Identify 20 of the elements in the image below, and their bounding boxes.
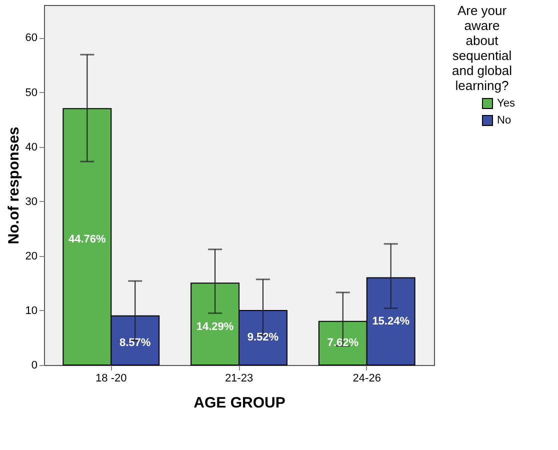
- y-tick-label: 10: [25, 304, 38, 317]
- legend-label: Yes: [497, 98, 516, 110]
- y-tick-label: 40: [25, 141, 38, 154]
- y-tick-label: 50: [25, 86, 38, 99]
- annotation: 9.52%: [247, 332, 279, 344]
- y-tick-label: 0: [31, 360, 38, 372]
- annotation: 8.57%: [120, 337, 151, 350]
- annotation: 15.24%: [372, 315, 410, 328]
- annotation: 14.29%: [196, 320, 234, 333]
- legend-title: Are your aware about sequential and global learning?: [452, 3, 512, 93]
- y-tick-label: 60: [25, 32, 38, 44]
- x-tick-label: 21-23: [224, 372, 254, 384]
- annotation: 44.76%: [68, 234, 106, 246]
- x-axis-title: AGE GROUP: [194, 394, 286, 412]
- y-tick-label: 20: [25, 250, 38, 262]
- y-tick-label: 30: [25, 196, 38, 208]
- x-tick-label: 24-26: [352, 372, 381, 384]
- x-tick-label: 18 -20: [96, 372, 127, 384]
- legend-label: No: [497, 114, 512, 126]
- y-axis-title: No.of responses: [5, 126, 22, 244]
